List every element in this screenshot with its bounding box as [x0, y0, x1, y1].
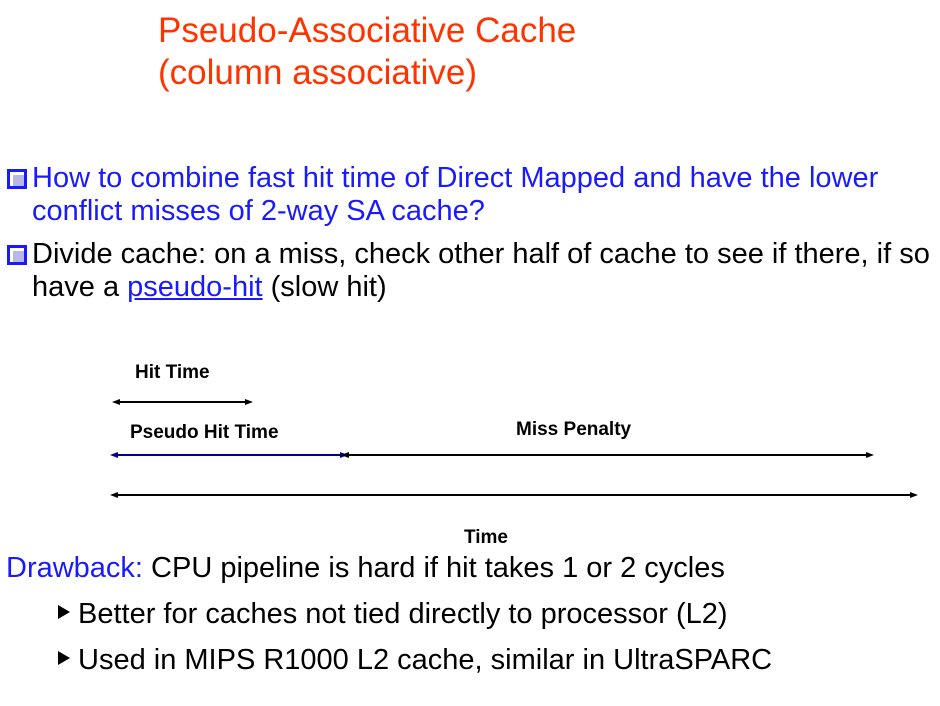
checkbox-bullet-icon: [7, 169, 27, 189]
sub-bullet-mips: Used in MIPS R1000 L2 cache, similar in …: [58, 643, 772, 677]
sub-bullet-2-text: Used in MIPS R1000 L2 cache, similar in …: [78, 644, 773, 676]
time-label: Time: [464, 527, 509, 548]
arrow-bullet-icon: [58, 605, 70, 620]
bullet-direct-mapped: How to combine fast hit time of Direct M…: [6, 162, 936, 228]
bullet-list: How to combine fast hit time of Direct M…: [6, 162, 936, 314]
sub-bullet-l2: Better for caches not tied directly to p…: [58, 597, 728, 631]
bullet-2-suffix: (slow hit): [262, 271, 387, 303]
pseudo-hit-time-label: Pseudo Hit Time: [130, 422, 279, 443]
pseudo-hit-link[interactable]: pseudo-hit: [127, 271, 263, 303]
slide-title: Pseudo-Associative Cache (column associa…: [158, 10, 576, 94]
bullet-2-text: Divide cache: on a miss, check other hal…: [32, 238, 930, 303]
bullet-divide-cache: Divide cache: on a miss, check other hal…: [6, 238, 936, 304]
title-line-1: Pseudo-Associative Cache: [158, 11, 577, 50]
title-line-2: (column associative): [158, 53, 477, 92]
drawback-label: Drawback:: [6, 552, 143, 584]
miss-penalty-label: Miss Penalty: [516, 419, 632, 440]
hit-time-label: Hit Time: [135, 362, 210, 383]
drawback-line: Drawback: CPU pipeline is hard if hit ta…: [6, 551, 725, 585]
arrow-bullet-icon: [58, 651, 70, 666]
bullet-1-text: How to combine fast hit time of Direct M…: [32, 162, 879, 227]
sub-bullet-1-text: Better for caches not tied directly to p…: [78, 598, 728, 630]
drawback-text: CPU pipeline is hard if hit takes 1 or 2…: [143, 552, 725, 584]
checkbox-bullet-icon: [7, 245, 27, 265]
